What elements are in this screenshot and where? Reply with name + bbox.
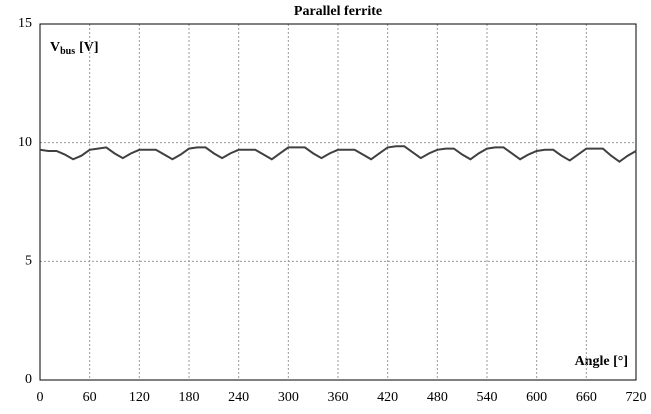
- x-tick-label: 420: [377, 390, 398, 405]
- plot-frame: [39, 23, 637, 381]
- y-tick-label: 0: [25, 372, 32, 387]
- x-axis-label: Angle [°]: [575, 354, 628, 369]
- x-tick-label: 300: [278, 390, 299, 405]
- x-tick-label: 180: [179, 390, 200, 405]
- y-label-main: V: [50, 40, 60, 55]
- x-tick-label: 60: [83, 390, 97, 405]
- x-tick-label: 240: [228, 390, 249, 405]
- chart-title: Parallel ferrite: [294, 4, 382, 19]
- x-tick-label: 120: [129, 390, 150, 405]
- y-tick-label: 10: [18, 135, 32, 150]
- data-line: [39, 145, 637, 163]
- y-label-sub: bus: [60, 46, 75, 57]
- x-tick-label: 480: [427, 390, 448, 405]
- y-axis-label: Vbus [V]: [50, 40, 99, 57]
- x-tick-label: 600: [526, 390, 547, 405]
- y-tick-label: 15: [18, 16, 32, 31]
- x-tick-label: 540: [477, 390, 498, 405]
- x-tick-label: 0: [37, 390, 44, 405]
- x-tick-label: 660: [576, 390, 597, 405]
- y-tick-label: 5: [25, 254, 32, 269]
- y-label-unit: [V]: [79, 40, 98, 55]
- x-tick-label: 360: [328, 390, 349, 405]
- x-tick-label: 720: [626, 390, 647, 405]
